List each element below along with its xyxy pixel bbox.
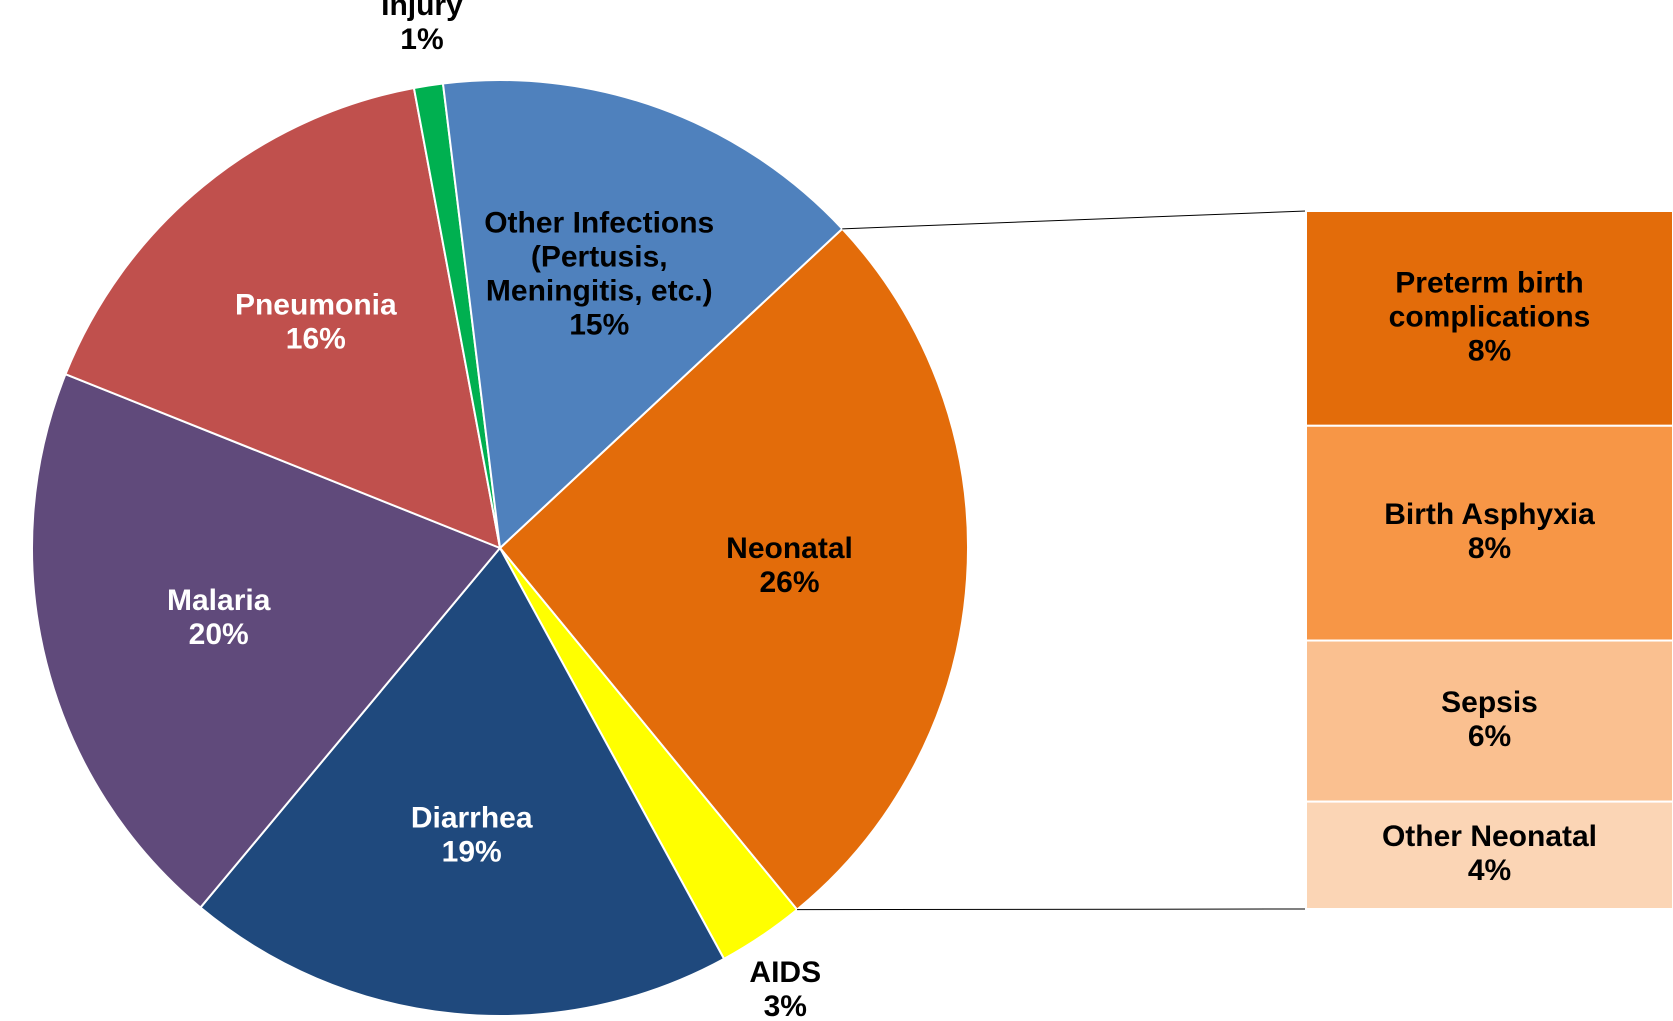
bar-label: Preterm birth complications	[1389, 266, 1591, 333]
bar-value-label: 8%	[1468, 532, 1511, 565]
bar-segment	[1305, 210, 1673, 427]
slice-value-label: 3%	[764, 990, 807, 1021]
slice-value-label: 26%	[759, 566, 819, 599]
connector-line	[842, 210, 1307, 230]
slice-label: AIDS	[749, 956, 821, 989]
slice-label: Pneumonia	[235, 289, 397, 322]
bar-label: Sepsis	[1441, 686, 1538, 719]
bar-value-label: 8%	[1468, 334, 1511, 367]
slice-value-label: 16%	[286, 323, 346, 356]
bar-segment	[1305, 639, 1673, 803]
pie-slice	[31, 372, 502, 909]
slice-label: Malaria	[167, 584, 271, 617]
slice-label: Other Infections (Pertusis, Meningitis, et…	[484, 206, 714, 307]
slice-label: Neonatal	[726, 532, 853, 565]
bar-value-label: 6%	[1468, 720, 1511, 753]
bar-segment	[1305, 424, 1673, 642]
bar-segment	[1305, 800, 1673, 910]
pie-slice	[441, 79, 844, 551]
slice-value-label: 19%	[442, 836, 502, 869]
pie-slice	[64, 86, 502, 550]
bar-value-label: 4%	[1468, 854, 1511, 887]
slice-value-label: 20%	[189, 618, 249, 651]
pie-slice	[199, 546, 726, 1017]
slice-value-label: 15%	[569, 308, 629, 341]
bar-label: Birth Asphyxia	[1384, 498, 1595, 531]
slice-label: Diarrhea	[411, 802, 533, 835]
slice-label: Injury	[381, 0, 463, 22]
slice-value-label: 1%	[400, 23, 443, 56]
pie-slice	[498, 227, 969, 912]
connector-line	[797, 908, 1307, 911]
bar-label: Other Neonatal	[1382, 820, 1597, 853]
